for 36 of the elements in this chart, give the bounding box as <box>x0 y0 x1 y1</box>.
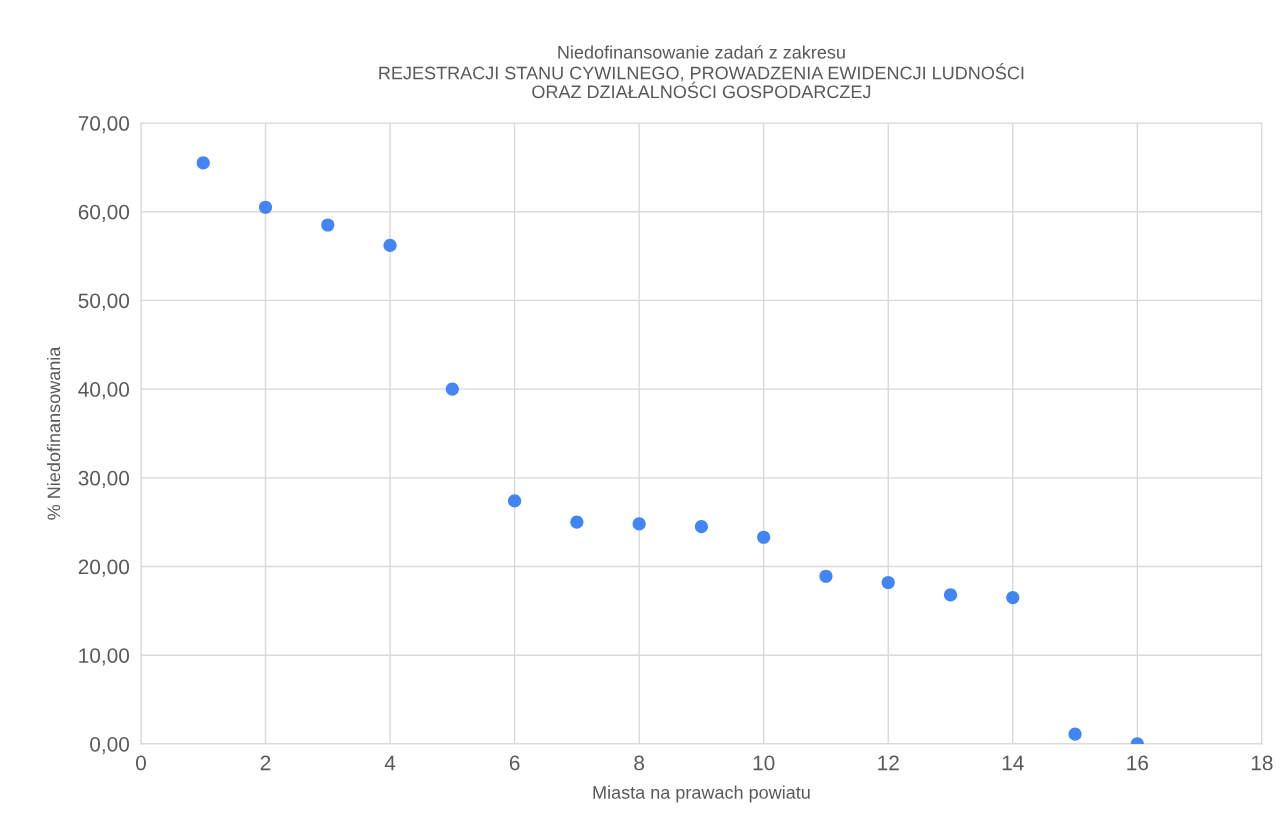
y-tick-label: 30,00 <box>78 470 130 489</box>
x-tick-label: 6 <box>509 755 520 771</box>
point <box>445 382 459 396</box>
point <box>757 530 771 544</box>
point <box>570 515 584 529</box>
point <box>1006 590 1020 605</box>
x-tick-label: 16 <box>1127 755 1148 771</box>
x-tick-label: 2 <box>260 755 271 771</box>
y-tick-label: 0,00 <box>90 736 130 755</box>
x-tick-label: 18 <box>1251 755 1273 771</box>
x-tick-label: 0 <box>135 755 146 771</box>
point <box>196 156 210 170</box>
point <box>881 575 895 590</box>
point <box>943 588 958 602</box>
x-tick-label: 4 <box>384 755 396 771</box>
point <box>694 520 708 534</box>
y-tick-label: 20,00 <box>78 559 130 577</box>
point <box>321 218 335 232</box>
x-tick-label: 12 <box>878 755 899 771</box>
x-tick-label: 14 <box>1002 755 1024 771</box>
point <box>258 200 273 214</box>
x-tick-label: 8 <box>634 755 645 771</box>
x-tick-label: 10 <box>753 755 775 771</box>
point <box>819 569 833 583</box>
point <box>383 238 397 253</box>
y-tick-label: 70,00 <box>78 116 130 134</box>
point <box>508 494 522 508</box>
chart-title: Niedofinansowanie zadań z zakresu REJESTRACJI STANU CYWILNEGO, PROWADZENIA EWIDENCJI LUDNOŚCI ORAZ DZIAŁALNOŚCI GOSPODARCZEJ <box>379 45 1024 99</box>
x-axis-title: Miasta na prawach powiatu <box>593 785 810 803</box>
point <box>632 517 646 531</box>
y-tick-label: 50,00 <box>78 293 130 311</box>
y-axis-title: % Niedofinansowania <box>47 346 61 520</box>
point <box>1068 727 1082 741</box>
y-tick-label: 60,00 <box>78 204 130 222</box>
y-tick-label: 10,00 <box>79 648 130 666</box>
y-tick-label: 40,00 <box>78 382 130 400</box>
